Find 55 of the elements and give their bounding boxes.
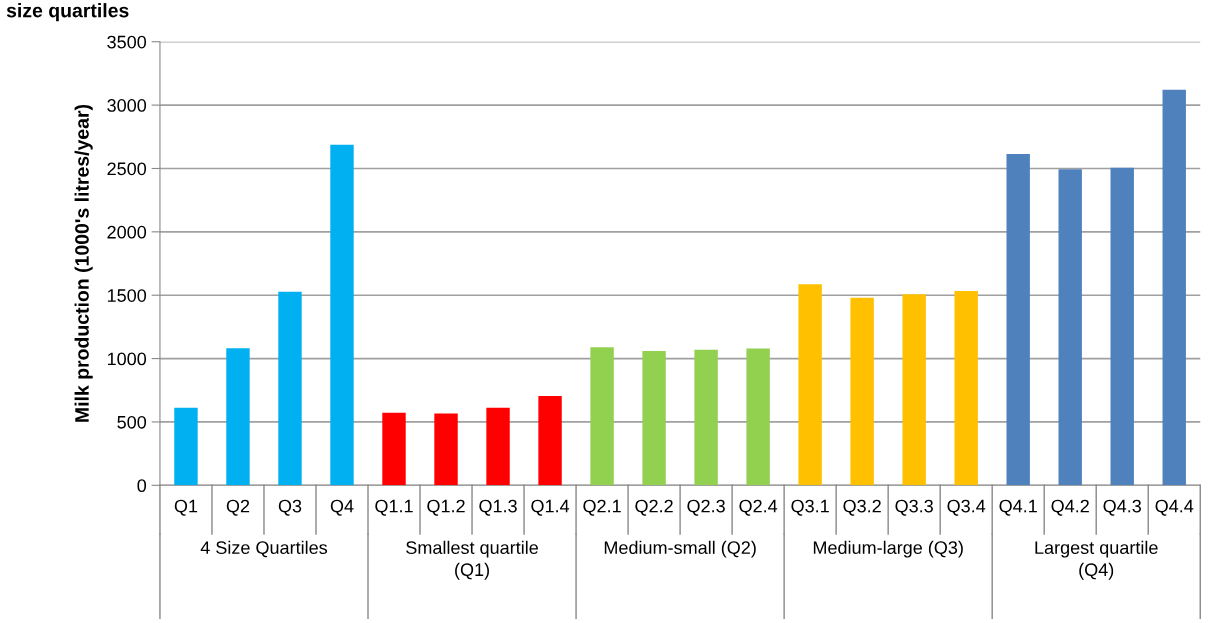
x-tick-label: Q2.4 (739, 499, 778, 516)
y-axis-title: Milk production (1000's litres/year) (74, 104, 93, 422)
y-tick-label: 0 (137, 479, 147, 493)
bar (486, 407, 510, 486)
x-tick-label: Q3.4 (947, 499, 986, 516)
bar (694, 349, 718, 486)
x-tick-label: Q4.1 (999, 499, 1037, 516)
x-tick-label: Q2.2 (635, 499, 673, 516)
y-tick-label: 2000 (107, 225, 147, 239)
bar (590, 347, 614, 486)
x-tick-label: Q4.4 (1155, 499, 1194, 516)
bar (330, 144, 354, 486)
y-tick-label: 1500 (107, 289, 147, 302)
bar (1110, 167, 1134, 486)
text: Smallest quartile (Q1) (406, 540, 538, 580)
chart-title: size quartiles (6, 3, 129, 22)
x-tick-label: Q4.3 (1103, 499, 1141, 516)
y-tick-label: 3000 (107, 99, 147, 112)
x-tick-label: Q3.3 (895, 499, 933, 516)
bar (1058, 169, 1082, 486)
bar (902, 294, 926, 486)
x-tick-label: Q1.2 (427, 499, 465, 516)
x-tick-label: Q3.2 (843, 499, 881, 516)
bar (746, 348, 770, 486)
x-tick-label: Q2.1 (583, 499, 621, 516)
bar (850, 297, 874, 486)
x-tick-label: Q1.1 (375, 499, 413, 516)
bar (1006, 154, 1030, 486)
bar (798, 284, 822, 486)
y-tick-label: 1000 (107, 352, 147, 366)
bar (278, 291, 302, 486)
x-tick-label: Q3.1 (791, 499, 829, 516)
y-tick-label: 3500 (107, 35, 147, 49)
text: 4 Size Quartiles (200, 540, 328, 558)
bar (538, 395, 562, 486)
bar (226, 348, 250, 486)
text: Medium-large (Q3) (813, 540, 963, 558)
bar (382, 412, 406, 486)
x-tick-label: Q4.2 (1051, 499, 1089, 516)
bar (954, 290, 978, 486)
bar (642, 350, 666, 486)
bar (434, 413, 458, 486)
y-tick-label: 2500 (107, 162, 147, 176)
y-tick-label: 500 (117, 415, 147, 429)
text: Medium-small (Q2) (604, 540, 756, 558)
x-tick-label: Q1 (174, 499, 198, 516)
x-tick-label: Q2.3 (687, 499, 725, 516)
bar (1162, 89, 1186, 486)
x-tick-label: Q4 (330, 499, 354, 516)
text: Largest quartile (Q4) (1035, 540, 1158, 580)
x-tick-label: Q1.3 (479, 499, 517, 516)
x-tick-label: Q3 (278, 499, 302, 516)
bar (174, 407, 198, 486)
x-tick-label: Q1.4 (531, 499, 570, 516)
x-tick-label: Q2 (226, 499, 250, 516)
